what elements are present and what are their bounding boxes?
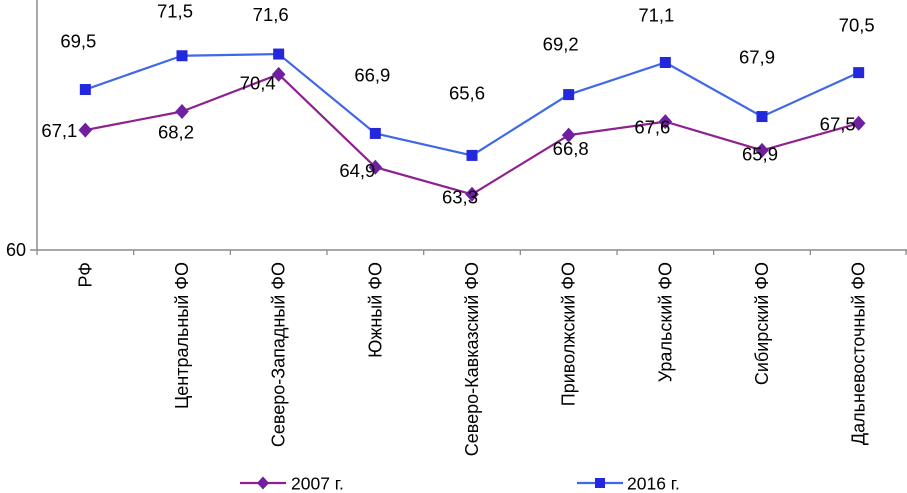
legend-label: 2007 г.: [291, 474, 344, 493]
data-label: 71,5: [157, 1, 193, 22]
category-label: Северо-Кавказский ФО: [462, 262, 482, 456]
legend: 2007 г. 2016 г.: [240, 474, 680, 493]
data-label: 68,2: [158, 121, 194, 142]
series-2007 г.-marker: [368, 159, 383, 175]
data-label: 66,9: [354, 64, 390, 85]
series-2016 г.-marker: [176, 50, 188, 62]
series-2016 г.-marker: [369, 127, 381, 139]
category-label: Сибирский ФО: [752, 262, 772, 385]
category-label: Приволжский ФО: [559, 262, 579, 406]
legend-item-2007 г.: 2007 г.: [240, 474, 344, 493]
series-2016 г.-marker: [466, 149, 478, 161]
series-2007 г.-marker: [78, 122, 93, 138]
category-label: Уральский ФО: [655, 262, 675, 382]
series-2007 г.-marker: [175, 103, 189, 119]
category-label: Дальневосточный ФО: [849, 262, 869, 445]
legend-label: 2016 г.: [627, 474, 680, 493]
series-2016 г.-marker: [756, 111, 768, 123]
series-2007 г.: 67,1 68,2 70,4 64,9 63,3 66,8 67,6 65,9 67,5: [41, 66, 866, 207]
data-label: 69,2: [543, 34, 579, 55]
series-2007 г.-marker: [561, 127, 576, 143]
data-label: 71,6: [253, 4, 289, 25]
series-2007 г.-marker: [465, 186, 479, 202]
series-2016 г.-marker: [853, 67, 865, 79]
legend-marker: [257, 476, 269, 490]
legend-marker: [595, 478, 605, 488]
series-2016 г.-marker: [659, 57, 671, 68]
series-2007 г.-marker: [755, 142, 769, 158]
series-2016 г.-marker: [563, 89, 575, 101]
legend-item-2016 г.: 2016 г.: [577, 474, 680, 493]
series-2016 г.-marker: [79, 84, 91, 96]
data-label: 71,1: [638, 5, 674, 26]
category-label: Южный ФО: [365, 262, 385, 358]
series-2016 г.-marker: [273, 48, 285, 60]
data-label: 70,4: [240, 72, 276, 93]
series-2007 г.-marker: [851, 115, 866, 131]
category-label: Центральный ФО: [172, 262, 192, 409]
data-label: 65,6: [449, 82, 485, 103]
series-2007 г.-marker: [658, 114, 673, 130]
data-label: 69,5: [60, 31, 96, 52]
data-label: 66,8: [553, 138, 589, 159]
series-2016 г.: 69,5 71,5 71,6 66,9 65,6 69,2 71,1 67,9 70,5: [60, 1, 875, 161]
data-label: 64,9: [339, 160, 375, 181]
data-label: 67,9: [739, 47, 775, 68]
data-label: 70,5: [839, 15, 875, 36]
data-label: 67,1: [41, 120, 77, 141]
data-label: 63,3: [442, 186, 478, 207]
category-label: Северо-Западный ФО: [269, 262, 289, 447]
series-2007 г.-marker: [271, 66, 286, 82]
category-label: РФ: [75, 262, 95, 288]
data-label: 67,5: [820, 113, 856, 134]
y-axis-tick-label: 60: [6, 240, 26, 260]
data-label: 67,6: [634, 117, 670, 138]
data-label: 65,9: [742, 143, 778, 164]
